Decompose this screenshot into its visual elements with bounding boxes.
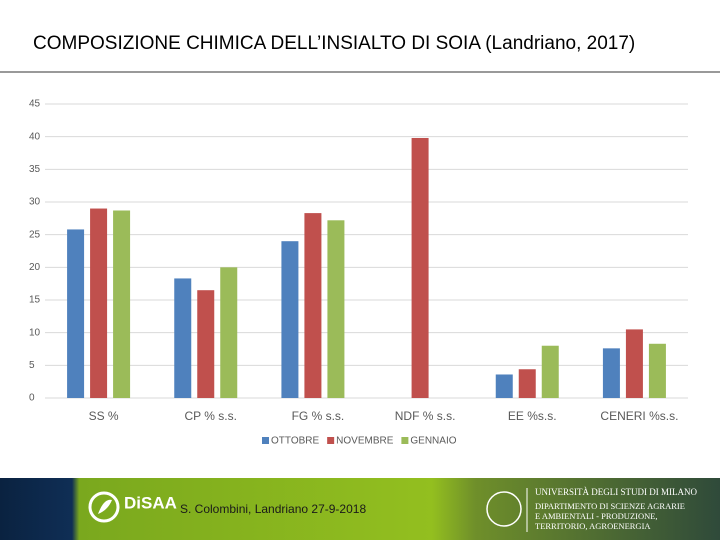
- logo-leaf: [98, 499, 112, 514]
- legend-swatch: [401, 437, 409, 444]
- y-tick-label: 30: [29, 197, 41, 208]
- legend-label: OTTOBRE: [271, 436, 319, 447]
- department-line: DIPARTIMENTO DI SCIENZE AGRARIE: [535, 501, 685, 511]
- footer-caption: S. Colombini, Landriano 27-9-2018: [180, 502, 366, 516]
- bar: [197, 290, 215, 398]
- legend-swatch: [262, 437, 269, 444]
- logo-icon: [88, 491, 120, 523]
- bar: [90, 208, 108, 398]
- bar: [625, 329, 643, 398]
- y-tick-label: 20: [29, 262, 41, 273]
- bar: [174, 278, 192, 398]
- footer-band: [0, 478, 720, 540]
- y-tick-label: 35: [29, 164, 41, 175]
- y-tick-label: 0: [29, 393, 35, 404]
- y-tick-label: 45: [29, 99, 41, 110]
- department-line: E AMBIENTALI - PRODUZIONE,: [535, 511, 658, 521]
- bar: [113, 210, 131, 398]
- bar: [541, 345, 559, 398]
- logo-text: DiSAA: [124, 493, 177, 512]
- y-tick-label: 15: [29, 295, 41, 306]
- legend-label: GENNAIO: [410, 436, 456, 447]
- bar: [327, 220, 345, 398]
- bar: [304, 213, 322, 398]
- bar: [648, 343, 666, 398]
- x-tick-label: SS %: [89, 409, 119, 423]
- legend-label: NOVEMBRE: [336, 436, 394, 447]
- y-tick-label: 5: [29, 360, 35, 371]
- slide-title: COMPOSIZIONE CHIMICA DELL’INSIALTO DI SO…: [33, 33, 635, 54]
- chart: 0 5 10 15 20 25 30 35 40 45 SS % CP % s.s. FG % s.s.…: [29, 99, 688, 447]
- bar: [495, 374, 513, 398]
- bar: [518, 369, 536, 398]
- bar: [411, 137, 429, 398]
- bar: [281, 241, 299, 398]
- university-seal: [486, 491, 522, 527]
- x-tick-label: NDF % s.s.: [395, 409, 456, 423]
- y-tick-label: 10: [29, 327, 41, 338]
- bar: [602, 348, 620, 398]
- university-name: UNIVERSITÀ DEGLI STUDI DI MILANO: [535, 487, 697, 497]
- y-tick-label: 25: [29, 229, 41, 240]
- legend-swatch: [327, 437, 335, 444]
- x-tick-label: CP % s.s.: [185, 409, 237, 423]
- x-tick-label: EE %s.s.: [508, 409, 557, 423]
- department-line: TERRITORIO, AGROENERGIA: [535, 521, 651, 531]
- bar: [220, 267, 238, 398]
- x-tick-label: CENERI %s.s.: [600, 409, 678, 423]
- bar: [67, 229, 85, 398]
- x-tick-label: FG % s.s.: [292, 409, 345, 423]
- y-tick-label: 40: [29, 131, 41, 142]
